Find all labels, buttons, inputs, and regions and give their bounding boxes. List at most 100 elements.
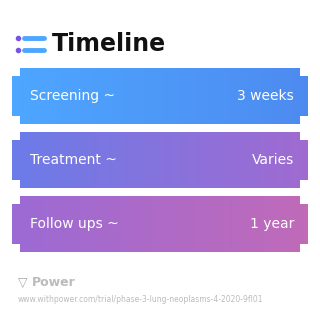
Bar — [280, 68, 282, 124]
Bar — [91, 132, 93, 188]
Wedge shape — [300, 116, 308, 124]
Bar — [207, 132, 209, 188]
Bar — [257, 68, 259, 124]
Bar — [150, 196, 152, 252]
Bar — [288, 68, 290, 124]
Bar — [213, 68, 215, 124]
Bar — [243, 68, 245, 124]
Bar — [47, 196, 50, 252]
Bar — [107, 132, 109, 188]
Bar — [194, 132, 196, 188]
Bar — [47, 132, 50, 188]
Bar — [300, 68, 302, 124]
Bar — [142, 68, 144, 124]
Bar — [194, 196, 196, 252]
Bar — [278, 132, 280, 188]
Bar — [63, 68, 65, 124]
Bar — [32, 68, 34, 124]
Bar — [148, 196, 150, 252]
Bar — [146, 68, 148, 124]
Bar — [91, 68, 93, 124]
Bar — [30, 132, 32, 188]
Bar — [221, 196, 223, 252]
Bar — [77, 132, 79, 188]
Bar — [138, 132, 140, 188]
Bar — [290, 196, 292, 252]
Wedge shape — [12, 116, 20, 124]
Bar — [188, 196, 189, 252]
Bar — [132, 196, 134, 252]
Bar — [12, 68, 20, 76]
Bar — [251, 68, 253, 124]
Bar — [36, 132, 38, 188]
Bar — [24, 196, 26, 252]
Bar — [298, 196, 300, 252]
Bar — [166, 132, 168, 188]
Bar — [227, 132, 229, 188]
Bar — [12, 196, 20, 204]
Bar — [245, 132, 247, 188]
Bar — [116, 68, 119, 124]
Bar — [140, 132, 142, 188]
Bar — [223, 132, 225, 188]
Bar — [61, 68, 63, 124]
Bar — [22, 68, 24, 124]
Bar — [140, 68, 142, 124]
Bar — [140, 196, 142, 252]
Bar — [215, 132, 217, 188]
Bar — [186, 68, 188, 124]
Bar — [268, 132, 270, 188]
Text: Timeline: Timeline — [52, 32, 166, 56]
Bar — [156, 132, 158, 188]
Bar — [50, 68, 52, 124]
Bar — [55, 196, 57, 252]
Bar — [184, 68, 186, 124]
Bar — [103, 196, 105, 252]
Bar — [263, 132, 265, 188]
Bar — [32, 196, 34, 252]
Bar — [227, 196, 229, 252]
Bar — [105, 68, 107, 124]
Text: www.withpower.com/trial/phase-3-lung-neoplasms-4-2020-9fl01: www.withpower.com/trial/phase-3-lung-neo… — [18, 296, 263, 304]
Bar — [247, 68, 249, 124]
Bar — [273, 196, 275, 252]
Bar — [113, 132, 115, 188]
Bar — [298, 132, 300, 188]
Bar — [265, 132, 267, 188]
Bar — [164, 196, 166, 252]
Bar — [302, 132, 304, 188]
Bar — [282, 132, 284, 188]
Bar — [113, 196, 115, 252]
Bar — [53, 68, 55, 124]
Bar — [196, 132, 197, 188]
Bar — [52, 132, 53, 188]
Bar — [172, 68, 174, 124]
Bar — [131, 196, 132, 252]
Bar — [300, 180, 308, 188]
Bar — [225, 68, 227, 124]
Bar — [45, 68, 47, 124]
Bar — [61, 132, 63, 188]
Bar — [136, 68, 138, 124]
Bar — [182, 68, 184, 124]
Bar — [267, 196, 268, 252]
Bar — [116, 132, 119, 188]
Bar — [81, 68, 83, 124]
Wedge shape — [12, 244, 20, 252]
Bar — [12, 244, 20, 252]
Bar — [296, 132, 298, 188]
Bar — [109, 196, 111, 252]
Bar — [12, 68, 14, 124]
Bar — [144, 196, 146, 252]
Bar — [93, 196, 95, 252]
Bar — [205, 132, 207, 188]
Bar — [146, 196, 148, 252]
Bar — [128, 68, 131, 124]
Bar — [174, 68, 176, 124]
Bar — [152, 68, 154, 124]
Bar — [223, 68, 225, 124]
Bar — [42, 132, 44, 188]
Bar — [142, 132, 144, 188]
Bar — [245, 196, 247, 252]
Bar — [227, 68, 229, 124]
